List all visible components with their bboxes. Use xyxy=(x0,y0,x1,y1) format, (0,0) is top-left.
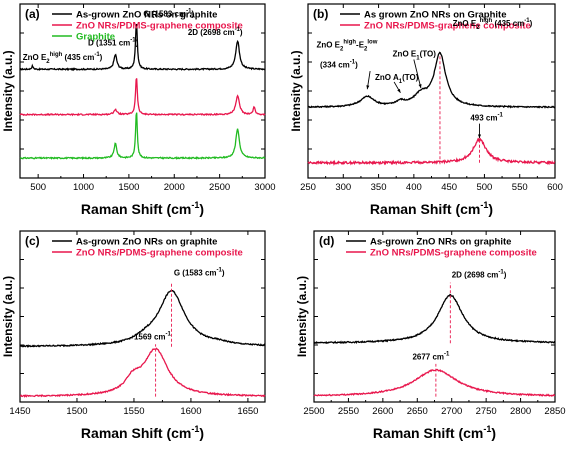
series-line-1 xyxy=(20,23,266,72)
series-line-1 xyxy=(19,289,266,348)
x-axis-title: Raman Shift (cm-1) xyxy=(370,200,493,217)
arrow-head xyxy=(418,84,422,89)
peak-annotation: 2D (2698 cm-1) xyxy=(452,269,507,279)
x-tick-label: 1550 xyxy=(123,406,144,417)
series-line-1 xyxy=(307,51,556,109)
x-axis-title: Raman Shift (cm-1) xyxy=(373,424,496,441)
legend-label: ZnO NRs/PDMS-graphene composite xyxy=(364,21,531,32)
arrow-head xyxy=(397,88,401,93)
series-line-2 xyxy=(313,368,556,397)
x-tick-label: 500 xyxy=(30,182,46,193)
peak-annotation: G (1583 cm-1) xyxy=(174,268,225,278)
legend-label: ZnO NRs/PDMS-graphene composite xyxy=(76,21,243,32)
arrow-head xyxy=(477,134,482,139)
x-tick-label: 2850 xyxy=(544,406,565,417)
panel-label: (c) xyxy=(25,234,40,248)
panel-b: 250 300 350 400 450 500 550 600 Raman Shift (cm-… xyxy=(289,3,563,217)
panel-c: 1450 1500 1550 1600 1650 Raman Shift (cm-1) In… xyxy=(1,230,266,441)
peak-annotation: D (1351 cm-1) xyxy=(88,38,139,48)
x-tick-label: 600 xyxy=(547,182,563,193)
arrow-line xyxy=(413,59,422,89)
x-axis-title: Raman Shift (cm-1) xyxy=(81,424,204,441)
x-tick-label: 2800 xyxy=(510,406,531,417)
legend-label: Graphite xyxy=(76,32,115,43)
peak-annotation: ZnO E2high (435 cm-1) xyxy=(23,52,103,65)
peak-annotation: 493 cm-1 xyxy=(470,113,503,123)
legend-label: As-grown ZnO NRs on graphite xyxy=(370,237,511,248)
series-line-1 xyxy=(313,293,556,345)
peak-annotation: ZnO E2high-E2low xyxy=(316,40,377,53)
peak-annotation: 2677 cm-1 xyxy=(412,351,450,361)
x-tick-label: 1650 xyxy=(237,406,258,417)
x-axis-title: Raman Shift (cm-1) xyxy=(81,200,204,217)
peak-annotation: ZnO A1(TO) xyxy=(375,73,419,85)
peak-annotation: 1569 cm-1 xyxy=(134,332,172,342)
panel-label: (d) xyxy=(319,234,334,248)
x-tick-label: 550 xyxy=(512,182,528,193)
peak-annotation: ZnO E2high (435 cm-1) xyxy=(453,18,533,31)
arrow-head xyxy=(366,85,370,90)
x-tick-label: 250 xyxy=(300,182,316,193)
x-tick-label: 2550 xyxy=(338,406,359,417)
panel-label: (a) xyxy=(25,7,40,21)
x-tick-label: 300 xyxy=(335,182,351,193)
peak-annotation: ZnO E1(TO) xyxy=(393,50,437,62)
legend-label: As-grown ZnO NRs on graphite xyxy=(76,237,217,248)
series-line-2 xyxy=(19,78,266,117)
x-tick-label: 1450 xyxy=(9,406,30,417)
x-tick-label: 2750 xyxy=(476,406,497,417)
x-tick-label: 2700 xyxy=(441,406,462,417)
x-tick-label: 1000 xyxy=(73,182,94,193)
y-axis-title: Intensity (a.u.) xyxy=(289,50,303,131)
x-tick-label: 2000 xyxy=(164,182,185,193)
x-tick-label: 2500 xyxy=(303,406,324,417)
x-tick-label: 2500 xyxy=(209,182,230,193)
x-tick-label: 2650 xyxy=(407,406,428,417)
legend-label: As grown ZnO NRs on Graphite xyxy=(364,10,507,21)
series-line-3 xyxy=(19,112,266,160)
x-tick-label: 1500 xyxy=(118,182,139,193)
legend-label: ZnO NRs/PDMS-graphene composite xyxy=(370,248,537,259)
y-axis-title: Intensity (a.u.) xyxy=(1,276,15,357)
x-tick-label: 2600 xyxy=(372,406,393,417)
x-tick-label: 1600 xyxy=(180,406,201,417)
series-line-2 xyxy=(307,137,556,167)
panel-label: (b) xyxy=(313,7,328,21)
y-axis-title: Intensity (a.u.) xyxy=(1,50,15,131)
peak-annotation: 2D (2698 cm-1) xyxy=(188,27,243,37)
legend-label: As-grown ZnO NRs on graphite xyxy=(76,10,217,21)
series-line-2 xyxy=(20,347,266,398)
x-tick-label: 350 xyxy=(371,182,387,193)
x-tick-label: 400 xyxy=(406,182,422,193)
x-tick-label: 500 xyxy=(476,182,492,193)
panel-a: 500 1000 1500 2000 2500 3000 Raman Shift (cm-1… xyxy=(1,3,276,217)
peak-annotation: (334 cm-1) xyxy=(320,59,358,69)
panel-d: 2500 2550 2600 2650 2700 2750 2800 2850 Raman Sh… xyxy=(295,230,566,441)
y-axis-title: Intensity (a.u.) xyxy=(295,276,309,357)
x-tick-label: 3000 xyxy=(254,182,275,193)
peak-annotation: G (1583 cm-1) xyxy=(143,9,194,19)
x-tick-label: 1500 xyxy=(66,406,87,417)
x-tick-label: 450 xyxy=(441,182,457,193)
legend-label: ZnO NRs/PDMS-graphene composite xyxy=(76,248,243,259)
